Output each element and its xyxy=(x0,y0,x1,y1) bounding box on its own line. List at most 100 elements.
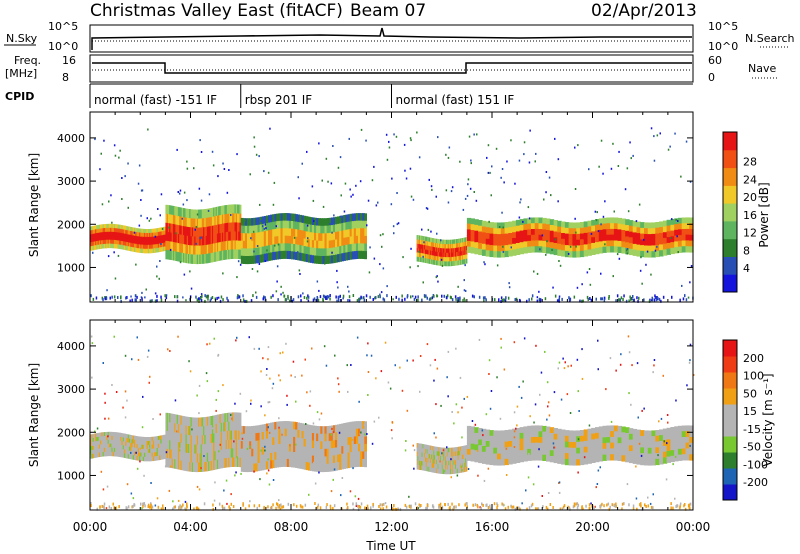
power-scatter-point xyxy=(548,176,551,179)
velocity-cell xyxy=(426,444,429,450)
power-ground-point xyxy=(262,297,264,301)
velocity-cell xyxy=(220,458,223,469)
power-cell xyxy=(200,227,203,237)
power-ground-point xyxy=(616,294,619,298)
power-cell xyxy=(474,224,479,232)
velocity-cell xyxy=(689,454,694,461)
power-cell xyxy=(457,247,460,253)
power-cell xyxy=(170,250,173,260)
power-scatter-point xyxy=(208,193,211,196)
power-cell xyxy=(436,243,439,249)
power-scatter-point xyxy=(249,173,251,176)
power-cell xyxy=(438,247,440,253)
power-cell xyxy=(360,250,363,259)
velocity-scatter-point xyxy=(615,369,617,372)
velocity-cell xyxy=(651,436,656,443)
velocity-cell xyxy=(442,452,444,457)
power-scatter-point xyxy=(520,198,522,201)
power-cell xyxy=(195,218,198,229)
velocity-scatter-point xyxy=(447,395,449,398)
velocity-scatter-point xyxy=(460,463,463,466)
power-cell xyxy=(677,235,683,242)
power-cell xyxy=(659,232,664,240)
power-cell xyxy=(424,249,426,255)
nsearch-tick-bottom: 10^0 xyxy=(708,40,738,53)
velocity-cell xyxy=(636,452,641,459)
power-cell xyxy=(205,226,208,237)
velocity-cell xyxy=(223,440,226,450)
velocity-scatter-point xyxy=(264,414,266,417)
power-cell xyxy=(280,250,284,259)
power-cell xyxy=(257,217,261,226)
power-cell xyxy=(307,224,311,233)
power-cell xyxy=(466,223,472,230)
power-cell xyxy=(421,257,423,263)
power-scatter-point xyxy=(113,251,115,254)
power-cell xyxy=(295,214,298,223)
velocity-cell xyxy=(226,430,229,441)
power-scatter-point xyxy=(543,198,545,201)
velocity-cell xyxy=(455,468,457,474)
velocity-cell xyxy=(183,443,185,453)
velocity-cell xyxy=(150,456,153,462)
power-cell xyxy=(576,228,581,235)
velocity-scatter-point xyxy=(513,430,516,433)
velocity-cell xyxy=(508,435,513,442)
velocity-cell xyxy=(430,450,432,455)
power-cell xyxy=(613,246,619,253)
velocity-cell xyxy=(420,447,422,453)
power-cell xyxy=(579,239,585,246)
power-cell xyxy=(276,236,279,245)
power-cell xyxy=(343,237,346,246)
power-scatter-point xyxy=(487,171,490,174)
velocity-cell xyxy=(118,452,121,457)
velocity-cell xyxy=(445,460,448,466)
power-cell xyxy=(218,215,220,225)
velocity-cell xyxy=(481,457,487,464)
power-scatter-point xyxy=(430,230,432,233)
power-cell xyxy=(186,217,189,228)
power-cell xyxy=(115,228,117,233)
power-cell xyxy=(628,220,634,227)
velocity-cell xyxy=(268,453,271,462)
velocity-cell xyxy=(135,447,138,453)
velocity-cell xyxy=(106,435,109,441)
power-scatter-point xyxy=(528,161,531,164)
velocity-scatter-point xyxy=(534,403,537,406)
velocity-cell xyxy=(457,468,460,474)
power-cell xyxy=(120,232,123,238)
power-cell xyxy=(351,236,355,245)
velocity-cell xyxy=(257,425,261,434)
power-cell xyxy=(449,257,451,262)
velocity-scatter-point xyxy=(200,467,202,470)
velocity-scatter-point xyxy=(638,442,641,445)
velocity-cell xyxy=(199,435,202,445)
power-cell xyxy=(232,222,234,232)
power-cell xyxy=(508,250,513,257)
velocity-cell xyxy=(579,447,585,454)
velocity-scatter-point xyxy=(309,404,311,407)
power-ground-point xyxy=(287,296,289,300)
power-ground-point xyxy=(361,296,363,300)
velocity-cell xyxy=(219,414,222,424)
power-cell xyxy=(220,205,223,216)
velocity-scatter-point xyxy=(635,465,637,468)
power-scatter-point xyxy=(653,135,655,138)
velocity-cell xyxy=(463,454,465,460)
velocity-cell xyxy=(461,454,464,460)
power-scatter-point xyxy=(412,198,415,201)
power-cell xyxy=(322,248,326,257)
velocity-scatter-point xyxy=(215,398,217,401)
velocity-cell xyxy=(432,463,434,469)
velocity-cell xyxy=(497,453,502,460)
velocity-scatter-point xyxy=(387,381,390,384)
power-cell xyxy=(170,214,173,224)
velocity-cell xyxy=(625,427,630,434)
power-scatter-point xyxy=(600,272,602,275)
power-cell xyxy=(274,213,277,222)
velocity-cell xyxy=(446,447,449,453)
power-ground-point xyxy=(679,298,681,302)
velocity-cell xyxy=(434,450,436,456)
velocity-cell xyxy=(131,443,134,448)
velocity-cell xyxy=(106,447,109,453)
